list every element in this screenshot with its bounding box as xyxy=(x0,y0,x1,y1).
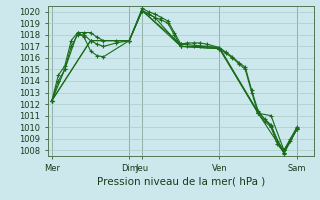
X-axis label: Pression niveau de la mer( hPa ): Pression niveau de la mer( hPa ) xyxy=(97,177,265,187)
